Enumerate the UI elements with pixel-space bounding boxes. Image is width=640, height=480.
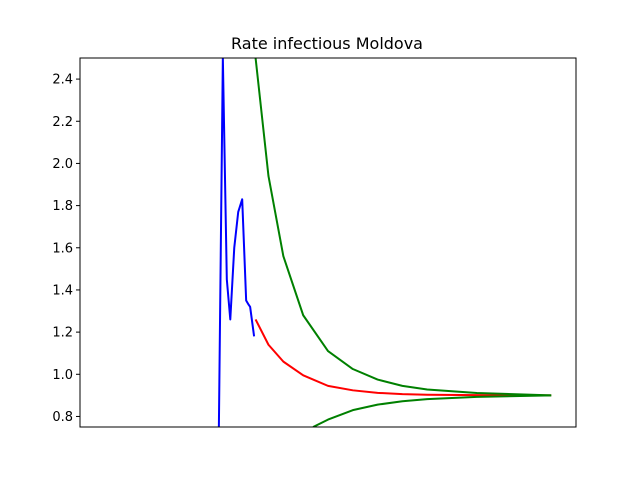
y-tick-label: 2.2 [52,115,73,130]
series-line-3 [254,58,552,397]
series-line-2 [254,319,552,397]
chart-title: Rate infectious Moldova [231,34,423,53]
y-tick-label: 1.4 [52,283,73,298]
series-layer [217,58,552,427]
y-tick-label: 0.8 [52,410,73,425]
y-tick-label: 2.0 [52,157,73,172]
series-line-1 [217,58,256,427]
y-tick-label: 1.2 [52,326,73,341]
plot-frame [79,57,577,428]
y-axis: 0.8 1.0 1.2 1.4 1.6 1.8 2.0 2.2 2.4 [52,73,80,425]
y-tick-label: 1.6 [52,241,73,256]
y-tick-label: 1.8 [52,199,73,214]
series-line-4 [312,394,552,427]
y-tick-label: 1.0 [52,368,73,383]
y-tick-label: 2.4 [52,73,73,88]
